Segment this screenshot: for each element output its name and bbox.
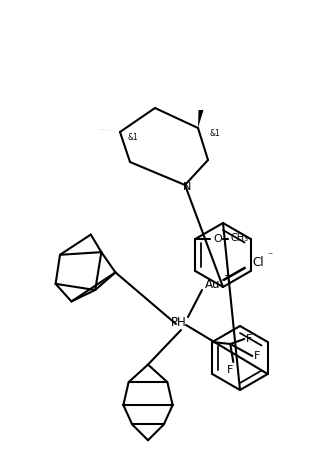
Polygon shape xyxy=(100,129,120,132)
Text: F: F xyxy=(246,334,252,344)
Text: PH: PH xyxy=(171,315,187,329)
Text: CH₃: CH₃ xyxy=(230,233,248,243)
Text: O: O xyxy=(213,234,222,244)
Text: Au: Au xyxy=(205,278,221,290)
Text: +: + xyxy=(223,271,231,281)
Text: &1: &1 xyxy=(128,133,139,142)
Text: N: N xyxy=(183,182,191,192)
Text: F: F xyxy=(254,351,260,361)
Text: F: F xyxy=(227,365,233,375)
Text: &1: &1 xyxy=(210,128,221,137)
Text: ⁻: ⁻ xyxy=(267,251,273,261)
Text: Cl: Cl xyxy=(252,256,264,270)
Polygon shape xyxy=(198,110,203,128)
